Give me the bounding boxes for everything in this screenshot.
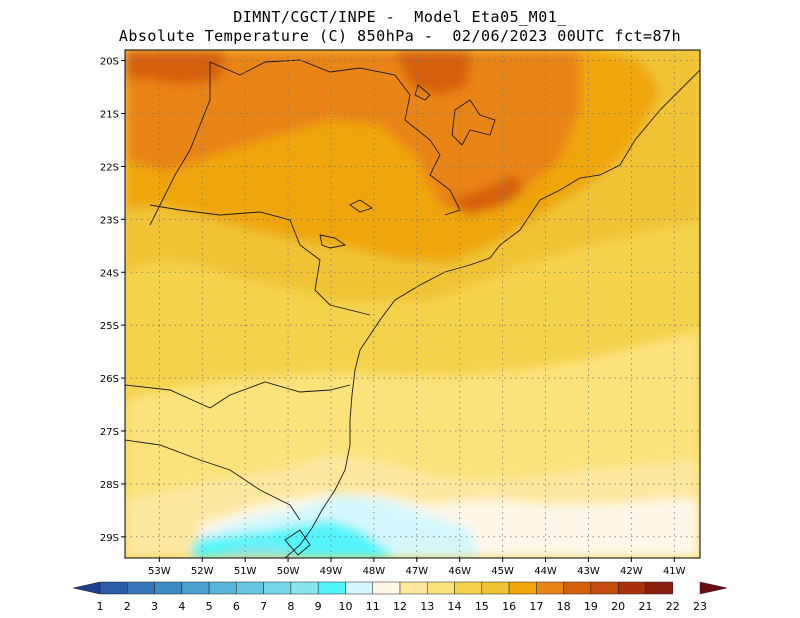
colorbar-label: 6 (233, 600, 240, 613)
colorbar-label: 22 (666, 600, 680, 613)
lon-label: 48W (363, 566, 386, 577)
lat-label: 22S (100, 162, 119, 173)
colorbar: 1 2 3 4 5 6 7 8 9 10 11 12 13 14 15 16 17 18 19 20 21 22 23 (72, 581, 728, 613)
lat-label: 29S (100, 533, 119, 544)
colorbar-swatch (345, 581, 373, 595)
temperature-field (125, 50, 700, 558)
colorbar-swatch (536, 581, 564, 595)
longitude-labels: 53W 52W 51W 50W 49W 48W 47W 46W 45W 44W 43W 42W 41W (148, 558, 686, 577)
lat-label: 23S (100, 215, 119, 226)
lon-label: 47W (405, 566, 428, 577)
colorbar-swatch (317, 581, 346, 595)
lat-label: 26S (100, 374, 119, 385)
colorbar-swatch (563, 581, 592, 595)
colorbar-label: 2 (124, 600, 131, 613)
lon-label: 41W (663, 566, 686, 577)
colorbar-swatch (154, 581, 183, 595)
colorbar-swatch (454, 581, 483, 595)
colorbar-label: 9 (315, 600, 322, 613)
colorbar-swatch (72, 581, 101, 595)
colorbar-label: 8 (287, 600, 294, 613)
lon-label: 42W (620, 566, 643, 577)
map-title-line-2: Absolute Temperature (C) 850hPa - 02/06/… (118, 27, 682, 45)
colorbar-label: 11 (366, 600, 380, 613)
colorbar-label: 4 (178, 600, 185, 613)
colorbar-swatch (236, 581, 264, 595)
lon-label: 50W (277, 566, 300, 577)
lon-label: 46W (448, 566, 471, 577)
colorbar-swatch (372, 581, 401, 595)
colorbar-label: 17 (529, 600, 543, 613)
colorbar-label: 3 (151, 600, 158, 613)
colorbar-swatch (290, 581, 319, 595)
colorbar-label: 12 (393, 600, 407, 613)
colorbar-swatch (645, 581, 673, 595)
colorbar-swatch (481, 581, 510, 595)
lon-label: 51W (234, 566, 257, 577)
lat-label: 21S (100, 110, 119, 121)
colorbar-label: 10 (338, 600, 352, 613)
colorbar-swatch (181, 581, 210, 595)
lon-label: 45W (491, 566, 514, 577)
lat-label: 20S (100, 57, 119, 68)
colorbar-label: 23 (693, 600, 707, 613)
colorbar-swatch (699, 581, 728, 595)
colorbar-swatch (263, 581, 292, 595)
lat-label: 24S (100, 268, 119, 279)
latitude-labels: 20S 21S 22S 23S 24S 25S 26S 27S 28S 29S (100, 57, 125, 544)
colorbar-swatch (399, 581, 428, 595)
borders (125, 59, 700, 558)
lon-label: 52W (191, 566, 214, 577)
colorbar-label: 21 (638, 600, 652, 613)
map-frame (124, 49, 701, 559)
colorbar-label: 20 (611, 600, 625, 613)
lat-label: 25S (100, 321, 119, 332)
colorbar-label: 16 (502, 600, 516, 613)
colorbar-swatch (127, 581, 155, 595)
lon-label: 43W (577, 566, 600, 577)
lon-label: 44W (534, 566, 557, 577)
colorbar-swatch (427, 581, 455, 595)
colorbar-swatch (590, 581, 619, 595)
colorbar-label: 7 (260, 600, 267, 613)
colorbar-label: 19 (584, 600, 598, 613)
lon-label: 49W (320, 566, 343, 577)
colorbar-swatch (99, 581, 128, 595)
colorbar-label: 13 (420, 600, 434, 613)
colorbar-label: 5 (206, 600, 213, 613)
colorbar-swatch (617, 581, 646, 595)
lon-label: 53W (148, 566, 171, 577)
lat-lon-grid (125, 50, 700, 558)
colorbar-swatch (508, 581, 537, 595)
lat-label: 28S (100, 480, 119, 491)
colorbar-label: 1 (97, 600, 104, 613)
colorbar-label: 18 (557, 600, 571, 613)
colorbar-label: 15 (475, 600, 489, 613)
map-title-line-1: DIMNT/CGCT/INPE - Model Eta05_M01_ (233, 8, 567, 26)
lat-label: 27S (100, 427, 119, 438)
colorbar-label: 14 (448, 600, 462, 613)
colorbar-swatch (208, 581, 237, 595)
